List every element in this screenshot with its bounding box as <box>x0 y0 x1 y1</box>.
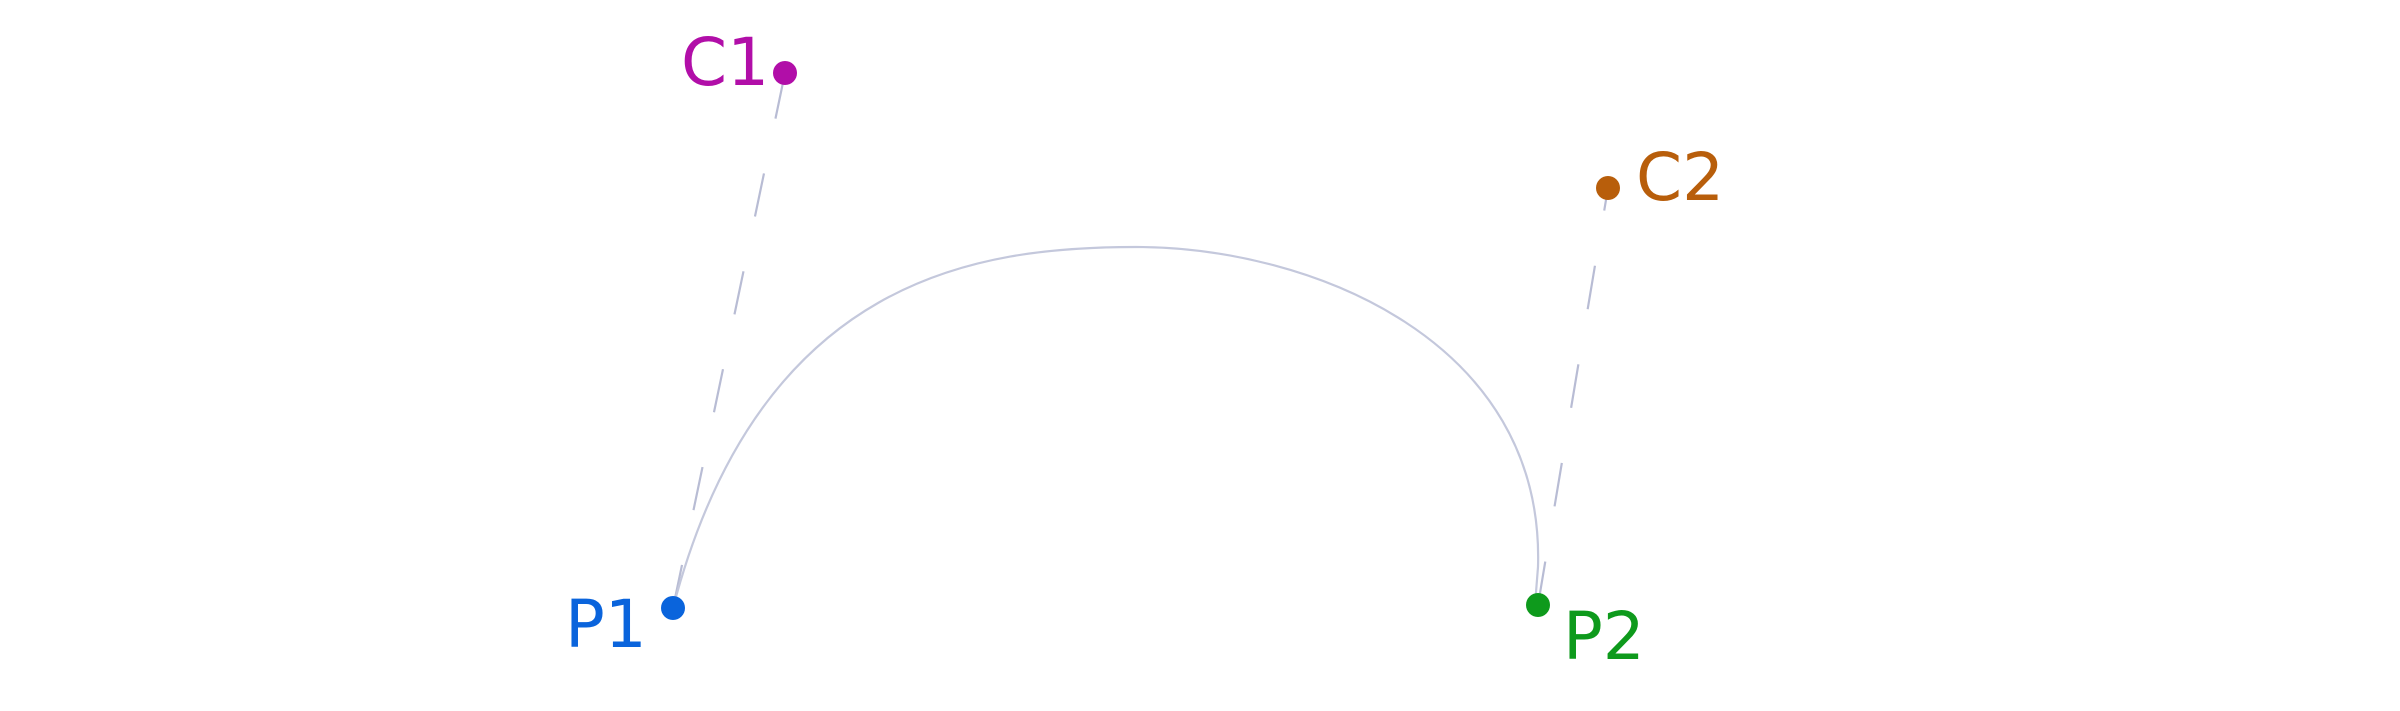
handle-line-p1-c1 <box>671 72 787 609</box>
point-c1[interactable] <box>773 61 797 85</box>
handle-line-p2-c2 <box>1536 187 1610 606</box>
label-p2: P2 <box>1563 598 1645 675</box>
label-c1: C1 <box>681 24 769 101</box>
point-p2[interactable] <box>1526 593 1550 617</box>
label-p1: P1 <box>565 586 647 663</box>
bezier-curve <box>671 245 1540 609</box>
point-p1[interactable] <box>661 596 685 620</box>
label-c2: C2 <box>1636 139 1724 216</box>
point-c2[interactable] <box>1596 176 1620 200</box>
